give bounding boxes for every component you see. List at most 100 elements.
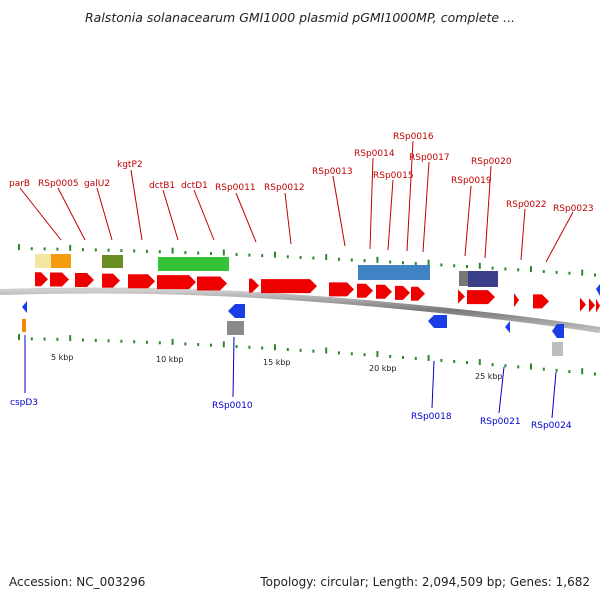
tick-mark (542, 270, 545, 274)
gene-label-RSp0017[interactable]: RSp0017 (409, 153, 450, 163)
tick-mark (197, 343, 200, 347)
forward-gene (395, 285, 410, 300)
lower-tick-row (18, 334, 596, 376)
gene-label-RSp0020[interactable]: RSp0020 (471, 157, 512, 167)
gene-label-galU2[interactable]: galU2 (84, 179, 110, 189)
tick-mark (581, 368, 584, 375)
tick-mark (478, 359, 481, 366)
gene-label-RSp0024[interactable]: RSp0024 (531, 421, 572, 431)
tick-mark (184, 251, 187, 255)
feature-bar[interactable] (459, 271, 469, 286)
tick-mark (542, 367, 545, 371)
gene-label-RSp0019[interactable]: RSp0019 (451, 176, 492, 186)
tick-mark (286, 255, 289, 259)
tick-mark (210, 343, 212, 347)
tick-mark (222, 249, 225, 256)
feature-bar[interactable] (158, 257, 229, 271)
tick-mark (312, 256, 315, 260)
gene-label-parB[interactable]: parB (9, 179, 30, 189)
reverse-gene[interactable] (22, 301, 27, 313)
tick-mark (82, 248, 84, 252)
forward-gene (357, 283, 373, 298)
feature-bar[interactable] (22, 319, 26, 332)
tick-mark (389, 355, 392, 359)
gene-label-dctB1[interactable]: dctB1 (149, 181, 175, 191)
feature-bar[interactable] (227, 321, 244, 335)
tick-mark (248, 253, 251, 257)
tick-mark (299, 348, 302, 352)
upper-label-leaders (19, 140, 574, 263)
gene-label-cspD3[interactable]: cspD3 (10, 398, 38, 408)
feature-bar[interactable] (358, 265, 430, 280)
upper-tick-row (18, 244, 596, 277)
gene-label-RSp0015[interactable]: RSp0015 (373, 171, 414, 181)
tick-mark (107, 248, 110, 252)
tick-mark (69, 335, 72, 342)
tick-mark (555, 270, 558, 274)
gene-label-RSp0012[interactable]: RSp0012 (264, 183, 305, 193)
gene-label-RSp0011[interactable]: RSp0011 (215, 183, 256, 193)
feature-bar[interactable] (468, 271, 498, 287)
tick-mark (427, 259, 430, 266)
feature-bar[interactable] (51, 254, 71, 268)
tick-mark (453, 264, 456, 268)
gene-label-RSp0016[interactable]: RSp0016 (393, 132, 434, 142)
tick-mark (568, 370, 571, 374)
reverse-gene[interactable] (596, 284, 600, 296)
forward-gene (596, 298, 600, 313)
forward-gene (197, 276, 227, 291)
feature-bar[interactable] (102, 255, 123, 268)
tick-mark (210, 252, 212, 256)
lower-label-leaders (24, 335, 557, 419)
tick-mark (133, 249, 136, 253)
gene-label-RSp0014[interactable]: RSp0014 (354, 149, 395, 159)
forward-gene (157, 275, 196, 290)
tick-mark (504, 267, 507, 271)
reverse-gene[interactable] (228, 304, 245, 318)
forward-gene (128, 274, 155, 289)
tick-mark (581, 269, 584, 276)
feature-bar[interactable] (552, 342, 563, 356)
reverse-gene[interactable] (552, 324, 564, 338)
tick-mark (56, 337, 59, 341)
tick-mark (325, 254, 328, 261)
tick-mark (120, 339, 123, 343)
tick-mark (414, 356, 417, 360)
forward-gene (261, 279, 317, 294)
tick-mark (286, 348, 289, 352)
gene-label-RSp0018[interactable]: RSp0018 (411, 412, 452, 422)
tick-mark (43, 337, 46, 341)
gene-label-dctD1[interactable]: dctD1 (181, 181, 208, 191)
tick-mark (18, 334, 20, 341)
forward-gene (580, 297, 586, 312)
forward-gene (411, 286, 425, 301)
scale-label-15kbp: 15 kbp (263, 358, 291, 367)
tick-mark (120, 249, 123, 253)
tick-mark (222, 341, 225, 348)
tick-mark (594, 372, 596, 376)
gene-label-RSp0005[interactable]: RSp0005 (38, 179, 79, 189)
gene-label-RSp0023[interactable]: RSp0023 (553, 204, 594, 214)
reverse-gene[interactable] (428, 315, 447, 328)
tick-mark (274, 251, 276, 258)
gene-label-RSp0022[interactable]: RSp0022 (506, 200, 547, 210)
gene-label-kgtP2[interactable]: kgtP2 (117, 160, 143, 170)
reverse-gene[interactable] (505, 321, 510, 333)
tick-mark (146, 340, 148, 344)
tick-mark (94, 248, 97, 252)
tick-mark (491, 363, 494, 367)
tick-mark (43, 247, 46, 251)
feature-bar[interactable] (35, 254, 53, 268)
tick-mark (440, 358, 443, 362)
tick-mark (517, 365, 520, 369)
tick-mark (299, 255, 302, 259)
gene-label-RSp0010[interactable]: RSp0010 (212, 401, 253, 411)
tick-mark (197, 251, 200, 255)
accession-text: Accession: NC_003296 (9, 575, 146, 589)
forward-gene (35, 272, 48, 287)
forward-gene-row (35, 272, 600, 313)
forward-gene (514, 293, 519, 308)
gene-label-RSp0013[interactable]: RSp0013 (312, 167, 353, 177)
gene-label-RSp0021[interactable]: RSp0021 (480, 417, 521, 427)
tick-mark (517, 268, 520, 272)
